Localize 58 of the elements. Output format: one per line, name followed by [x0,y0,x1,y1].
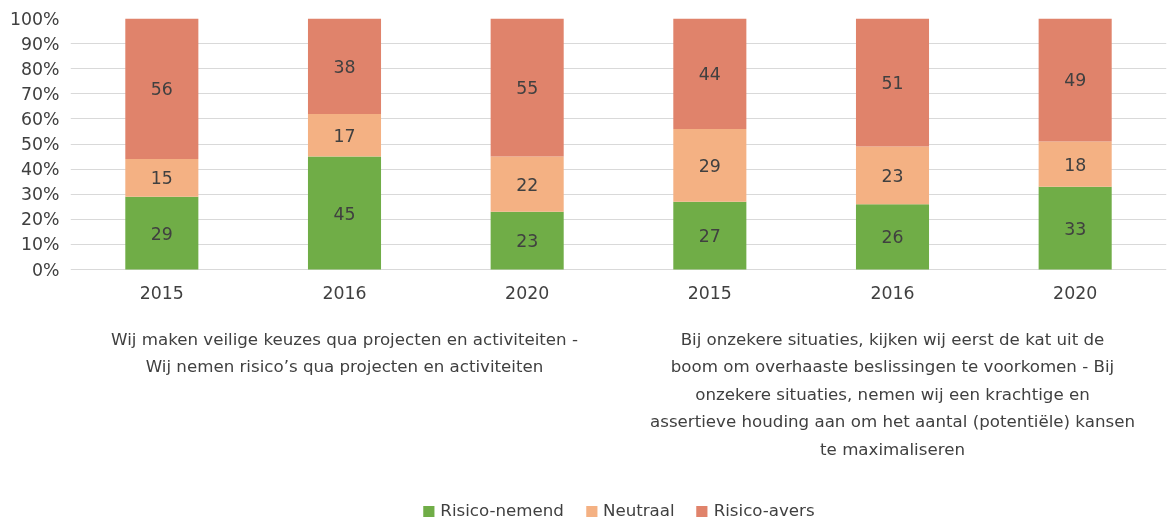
y-tick-label: 60% [20,108,60,129]
x-tick-label: 2015 [139,282,184,303]
bar [307,156,382,270]
data-label: 49 [1064,70,1087,91]
data-label: 23 [881,165,904,186]
bar [125,196,199,270]
y-tick-label: 70% [20,83,60,104]
data-label: 51 [881,73,904,93]
data-label: 29 [698,155,721,176]
y-tick-label: 30% [20,184,60,205]
bar [855,204,930,270]
bar [490,211,564,270]
data-label: 38 [333,56,356,77]
x-tick-label: 2015 [687,282,732,303]
bar [673,128,747,202]
data-label: 15 [150,168,173,189]
legend-label: Risico-avers [713,501,815,520]
data-label: 17 [333,125,356,146]
y-tick-label: 10% [20,234,60,255]
data-label: 33 [1064,218,1087,239]
y-tick-label: 100% [9,8,60,29]
bar [490,18,564,157]
x-tick-label: 2016 [322,282,367,303]
legend-label: Neutraal [602,501,675,520]
text: Bij onzekere situaties, kijken wij eerst de kat uit de boom om overhaaste beslissingen te voorkomen - Bij onzekere situaties, nemen wij een krachtige en assertieve houding aan om het aantal (potentiële) kansen te maximaliseren [650,329,1135,459]
data-label: 44 [698,64,721,85]
data-label: 45 [333,203,356,224]
data-label: 23 [516,231,539,252]
data-label: 27 [698,226,721,247]
y-tick-label: 20% [20,209,60,230]
bar [1038,141,1112,187]
bar [855,146,930,205]
bar [1038,18,1112,142]
y-tick-label: 50% [20,134,60,154]
y-tick-label: 90% [20,33,60,54]
bar [673,201,747,270]
x-tick-label: 2020 [505,282,550,303]
bar [125,18,199,160]
data-label: 26 [881,227,904,248]
bar [307,113,382,157]
bar [855,18,930,147]
x-tick-label: 2020 [1053,282,1098,303]
x-tick-label: 2016 [870,282,915,303]
data-label: 18 [1064,154,1087,175]
data-label: 55 [516,78,539,99]
legend-label: Risico-nemend [440,501,564,520]
bar [673,18,747,129]
data-label: 22 [516,174,539,195]
bar [307,18,382,114]
bar [490,156,564,212]
data-label: 56 [150,79,173,100]
y-tick-label: 40% [20,159,60,180]
bar [1038,186,1112,270]
y-tick-label: 0% [32,259,60,280]
data-label: 29 [150,223,173,244]
y-tick-label: 80% [20,58,60,79]
text: Wij maken veilige keuzes qua projecten en activiteiten - Wij nemen risico’s qua projecten en activiteiten [111,329,578,377]
bar [125,159,199,197]
